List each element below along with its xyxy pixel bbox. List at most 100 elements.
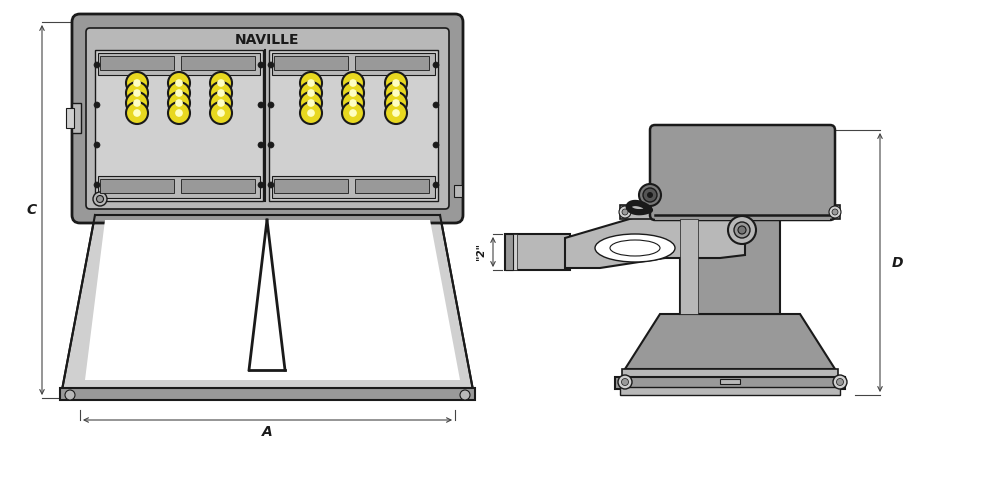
Circle shape	[385, 72, 407, 94]
Bar	[100, 179, 174, 193]
Circle shape	[728, 216, 756, 244]
Circle shape	[126, 82, 148, 104]
Ellipse shape	[610, 240, 660, 256]
Circle shape	[300, 92, 322, 114]
Bar	[274, 56, 348, 70]
Circle shape	[210, 92, 232, 114]
Bar	[720, 379, 740, 384]
Bar	[355, 56, 429, 70]
Polygon shape	[565, 203, 745, 268]
Circle shape	[349, 89, 357, 97]
Circle shape	[176, 89, 182, 97]
Circle shape	[433, 62, 439, 68]
Bar	[269, 50, 438, 201]
Bar	[454, 185, 462, 197]
Polygon shape	[85, 220, 460, 380]
Circle shape	[133, 99, 141, 107]
Circle shape	[210, 102, 232, 124]
Text: NAVILLE: NAVILLE	[236, 33, 300, 47]
Bar	[680, 219, 698, 314]
Circle shape	[643, 188, 657, 202]
Bar	[274, 179, 348, 193]
Circle shape	[621, 378, 628, 386]
Circle shape	[268, 182, 274, 188]
Circle shape	[349, 109, 357, 117]
Circle shape	[308, 89, 315, 97]
Circle shape	[258, 62, 264, 68]
Bar	[181, 56, 255, 70]
Circle shape	[349, 79, 357, 87]
Circle shape	[342, 82, 364, 104]
Circle shape	[300, 102, 322, 124]
Bar	[272, 176, 435, 198]
Circle shape	[832, 209, 838, 215]
Circle shape	[385, 82, 407, 104]
Text: A: A	[262, 425, 273, 439]
Circle shape	[133, 89, 141, 97]
Bar	[680, 219, 780, 314]
Circle shape	[217, 79, 225, 87]
Ellipse shape	[595, 234, 675, 262]
Bar	[505, 234, 570, 270]
Circle shape	[300, 72, 322, 94]
Circle shape	[268, 62, 274, 68]
Bar	[98, 176, 260, 198]
Circle shape	[460, 390, 470, 400]
Circle shape	[65, 390, 75, 400]
Bar	[272, 53, 435, 75]
Circle shape	[392, 99, 400, 107]
Circle shape	[168, 92, 190, 114]
Circle shape	[217, 89, 225, 97]
Circle shape	[258, 142, 264, 148]
Bar	[100, 56, 174, 70]
Circle shape	[258, 102, 264, 108]
Bar	[181, 179, 255, 193]
Bar	[620, 205, 840, 219]
Circle shape	[618, 375, 632, 389]
Circle shape	[433, 142, 439, 148]
Circle shape	[133, 79, 141, 87]
Circle shape	[176, 109, 182, 117]
Circle shape	[392, 109, 400, 117]
Circle shape	[176, 99, 182, 107]
Circle shape	[308, 109, 315, 117]
Circle shape	[176, 79, 182, 87]
Polygon shape	[625, 314, 835, 369]
Circle shape	[836, 378, 843, 386]
Circle shape	[433, 182, 439, 188]
Circle shape	[126, 92, 148, 114]
Bar	[60, 388, 475, 400]
Polygon shape	[62, 215, 473, 390]
FancyBboxPatch shape	[72, 14, 463, 223]
Circle shape	[94, 182, 100, 188]
Circle shape	[738, 226, 746, 234]
Circle shape	[300, 82, 322, 104]
Circle shape	[168, 82, 190, 104]
Circle shape	[126, 72, 148, 94]
Bar	[622, 369, 838, 379]
Circle shape	[268, 142, 274, 148]
Circle shape	[308, 79, 315, 87]
Bar	[615, 377, 845, 389]
Bar	[66, 108, 74, 128]
Bar	[655, 205, 830, 220]
Bar	[98, 53, 260, 75]
Circle shape	[168, 72, 190, 94]
Circle shape	[210, 72, 232, 94]
Circle shape	[392, 89, 400, 97]
Circle shape	[342, 72, 364, 94]
Text: C: C	[27, 203, 37, 217]
Circle shape	[93, 192, 107, 206]
Bar	[505, 234, 513, 270]
Circle shape	[385, 92, 407, 114]
Circle shape	[734, 222, 750, 238]
Bar	[355, 179, 429, 193]
Circle shape	[349, 99, 357, 107]
Circle shape	[97, 196, 104, 202]
Circle shape	[622, 209, 628, 215]
Bar	[72, 103, 81, 133]
Text: "2": "2"	[476, 243, 486, 261]
Circle shape	[342, 92, 364, 114]
FancyBboxPatch shape	[650, 125, 835, 220]
Circle shape	[94, 62, 100, 68]
